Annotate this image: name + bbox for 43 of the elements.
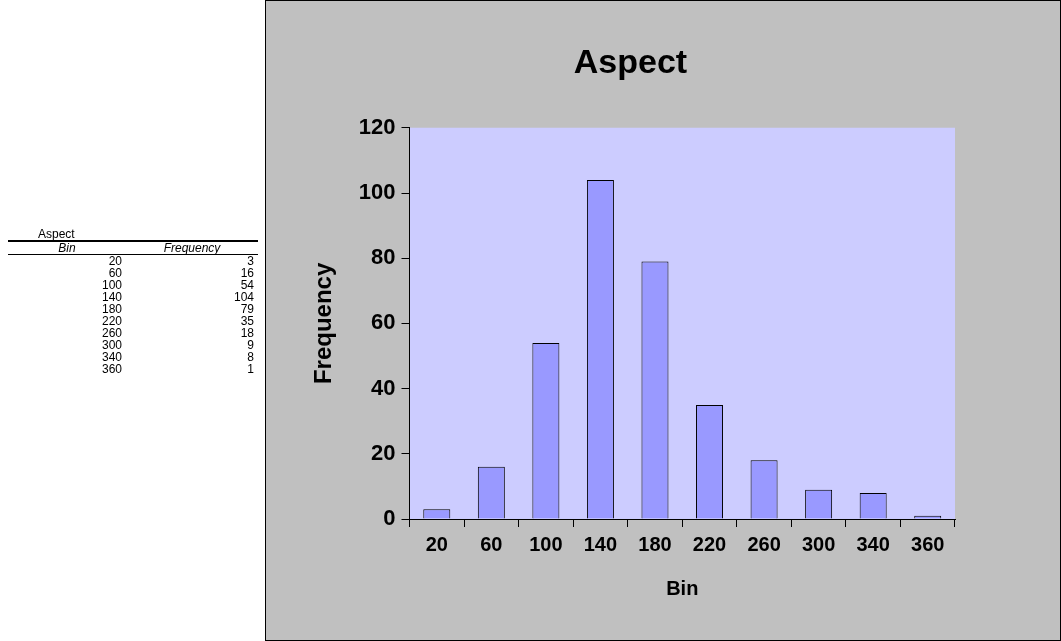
- y-axis-title: Frequency: [309, 262, 337, 385]
- category-label: 260: [100, 326, 123, 340]
- x-tick-label: 100: [529, 532, 563, 555]
- y-tick-label: 80: [371, 244, 396, 270]
- x-tick-label: 180: [638, 532, 672, 555]
- x-tick-label: 300: [801, 532, 836, 555]
- category-label: 20: [107, 254, 123, 268]
- category-label: 60: [107, 266, 123, 280]
- x-tick-label: 340: [856, 532, 890, 555]
- data-label: 54: [239, 278, 255, 292]
- data-label: 16: [239, 266, 255, 280]
- x-tick-label: 260: [747, 532, 781, 555]
- x-tick-label: 140: [583, 532, 618, 555]
- category-label: 140: [100, 290, 123, 304]
- y-tick-label: 20: [371, 439, 396, 465]
- data-label: 9: [246, 338, 255, 352]
- x-tick-label: 20: [425, 532, 448, 555]
- data-label: 104: [232, 290, 255, 304]
- data-label: 79: [239, 302, 255, 316]
- category-label: 220: [100, 314, 123, 328]
- data-label: 35: [239, 314, 255, 328]
- x-tick-label: 220: [692, 532, 727, 555]
- category-label: 180: [100, 302, 123, 316]
- x-tick-label: 60: [480, 532, 503, 555]
- y-tick-label: 0: [383, 505, 396, 531]
- data-label: 3: [246, 254, 255, 268]
- data-label: 18: [239, 326, 255, 340]
- text: Bin: [8, 241, 126, 255]
- category-label: 300: [100, 338, 123, 352]
- chart-title: Aspect: [573, 41, 688, 80]
- category-label: 100: [100, 278, 123, 292]
- text: Aspect: [8, 227, 258, 241]
- data-label: 8: [246, 350, 255, 364]
- y-tick-label: 100: [358, 179, 396, 205]
- category-label: 340: [100, 350, 123, 364]
- x-axis-title: Bin: [666, 576, 699, 599]
- text: Frequency: [126, 241, 258, 255]
- y-tick-label: 40: [371, 374, 396, 400]
- y-tick-label: 120: [358, 113, 396, 139]
- y-tick-label: 60: [371, 309, 396, 335]
- data-label: 1: [246, 362, 255, 376]
- x-tick-label: 360: [911, 532, 945, 555]
- category-label: 360: [100, 362, 123, 376]
